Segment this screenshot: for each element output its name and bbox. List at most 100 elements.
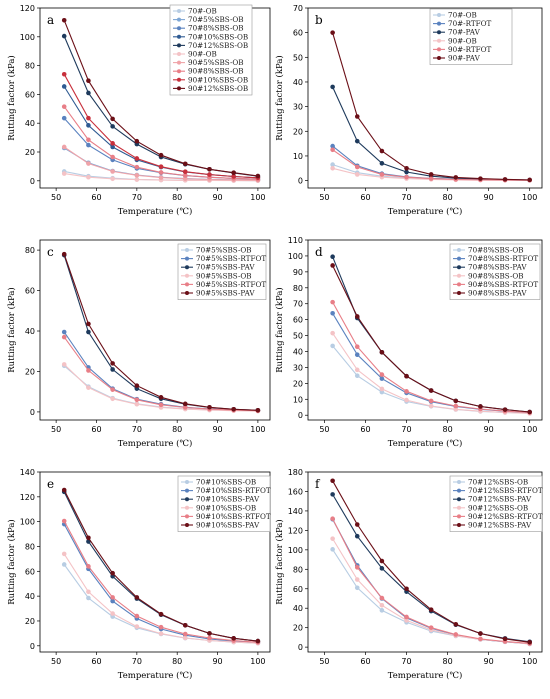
y-tick-label: 50 bbox=[293, 53, 303, 62]
legend-marker bbox=[185, 488, 189, 493]
data-point bbox=[158, 170, 164, 175]
legend-marker bbox=[177, 43, 181, 48]
data-point bbox=[110, 116, 115, 122]
y-axis-label: Rutting factor (kPa) bbox=[6, 519, 17, 605]
data-point bbox=[110, 176, 115, 182]
y-tick-label: 20 bbox=[293, 379, 303, 388]
series-9 bbox=[61, 17, 261, 179]
y-tick-label: 40 bbox=[25, 592, 35, 601]
data-point bbox=[207, 635, 212, 641]
data-point bbox=[404, 165, 409, 171]
data-point bbox=[86, 137, 91, 143]
data-point bbox=[231, 636, 236, 641]
data-point bbox=[110, 124, 115, 129]
series-line bbox=[332, 86, 530, 181]
x-tick-label: 90 bbox=[212, 425, 222, 434]
series-3 bbox=[61, 551, 261, 646]
data-point bbox=[110, 361, 115, 366]
y-tick-label: 80 bbox=[25, 542, 35, 551]
data-point bbox=[502, 636, 508, 642]
legend-entry: 70#8%SBS-RTFOT bbox=[453, 254, 538, 263]
legend-entry: 70#10%SBS-OB bbox=[181, 478, 256, 487]
data-point bbox=[231, 170, 236, 176]
data-point bbox=[379, 558, 385, 564]
y-axis-label: Rutting factor (kPa) bbox=[274, 519, 285, 605]
panel-label: c bbox=[47, 245, 54, 259]
series-line bbox=[332, 518, 530, 644]
x-tick-label: 100 bbox=[250, 193, 265, 202]
data-point bbox=[61, 144, 67, 150]
data-point bbox=[134, 138, 140, 144]
data-point bbox=[330, 478, 335, 484]
data-point bbox=[478, 404, 483, 409]
data-point bbox=[86, 174, 91, 180]
legend-marker bbox=[177, 17, 181, 22]
x-tick-label: 80 bbox=[172, 425, 182, 434]
legend-label: 90#8%SBS-RTFOT bbox=[468, 280, 538, 289]
y-tick-label: 20 bbox=[293, 624, 303, 633]
data-point bbox=[379, 148, 385, 154]
x-tick-label: 50 bbox=[319, 657, 329, 666]
y-tick-label: 100 bbox=[288, 252, 303, 261]
y-tick-label: 40 bbox=[293, 348, 303, 357]
data-point bbox=[330, 30, 335, 35]
data-point bbox=[158, 164, 164, 169]
y-tick-label: 60 bbox=[25, 90, 35, 99]
data-point bbox=[330, 343, 335, 349]
y-tick-label: 90 bbox=[293, 268, 303, 277]
x-axis-label: Temperature (℃) bbox=[388, 670, 463, 681]
data-point bbox=[354, 172, 360, 177]
data-point bbox=[61, 562, 67, 567]
data-point bbox=[354, 533, 360, 539]
legend-label: 90#-OB bbox=[188, 50, 217, 59]
y-tick-label: 40 bbox=[293, 604, 303, 613]
legend-marker bbox=[437, 56, 441, 60]
data-point bbox=[110, 154, 115, 160]
legend-label: 90#10%SBS-OB bbox=[196, 503, 256, 512]
series-line bbox=[332, 313, 530, 414]
legend-label: 70#10%SBS-RTFOT bbox=[196, 486, 271, 495]
data-point bbox=[110, 169, 115, 174]
x-tick-label: 70 bbox=[401, 657, 411, 666]
x-axis-label: Temperature (℃) bbox=[118, 438, 193, 449]
legend-marker bbox=[177, 77, 181, 82]
series-line bbox=[332, 301, 530, 414]
data-point bbox=[330, 147, 335, 153]
legend-entry: 90#8%SBS-OB bbox=[173, 67, 244, 76]
data-point bbox=[404, 169, 409, 175]
legend-entry: 70#5%SBS-OB bbox=[181, 246, 252, 255]
y-tick-label: 40 bbox=[25, 119, 35, 128]
y-axis-label: Rutting factor (kPa) bbox=[274, 55, 285, 141]
data-point bbox=[61, 251, 67, 257]
legend-marker bbox=[185, 291, 189, 295]
series-line bbox=[63, 117, 258, 180]
data-point bbox=[330, 299, 335, 305]
legend-marker bbox=[185, 273, 189, 278]
data-point bbox=[158, 624, 164, 630]
x-tick-label: 60 bbox=[91, 425, 101, 434]
series-4 bbox=[330, 147, 532, 183]
series-3 bbox=[330, 330, 532, 416]
data-point bbox=[453, 407, 459, 412]
data-point bbox=[478, 176, 483, 181]
legend-marker bbox=[437, 38, 441, 43]
y-tick-label: 100 bbox=[20, 518, 35, 527]
data-point bbox=[110, 367, 115, 372]
legend-marker bbox=[177, 34, 181, 39]
data-point bbox=[61, 551, 67, 557]
data-point bbox=[330, 162, 335, 167]
data-point bbox=[379, 608, 385, 613]
legend-marker bbox=[457, 265, 461, 270]
y-tick-label: 40 bbox=[25, 327, 35, 336]
data-point bbox=[158, 631, 164, 636]
legend-entry: 90#-OB bbox=[433, 36, 477, 45]
legend-label: 70#-RTFOT bbox=[448, 19, 492, 28]
data-point bbox=[61, 329, 67, 335]
legend-label: 90#10%SBS-RTFOT bbox=[196, 512, 271, 521]
data-point bbox=[428, 398, 434, 404]
legend-label: 90#5%SBS-RTFOT bbox=[196, 280, 266, 289]
data-point bbox=[330, 492, 335, 497]
legend-marker bbox=[177, 9, 181, 13]
data-point bbox=[527, 639, 532, 645]
series-5 bbox=[330, 263, 532, 415]
